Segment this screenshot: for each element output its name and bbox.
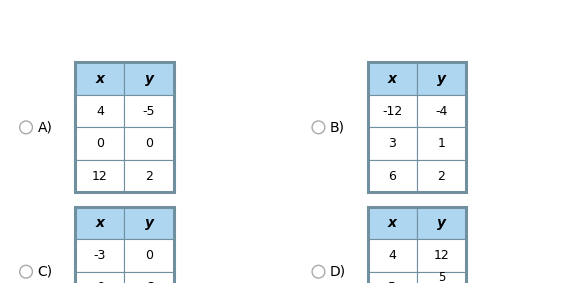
Bar — [124, 127, 174, 160]
Text: -5: -5 — [143, 105, 155, 117]
Text: 2: 2 — [145, 170, 153, 183]
Text: x: x — [388, 216, 397, 230]
Text: 12: 12 — [434, 249, 449, 262]
Text: x: x — [96, 72, 104, 85]
Bar — [124, 95, 174, 127]
Bar — [75, 239, 124, 272]
Bar — [124, 207, 174, 239]
Text: y: y — [145, 216, 153, 230]
Bar — [417, 272, 466, 283]
Text: 4: 4 — [389, 249, 396, 262]
Text: 5: 5 — [389, 282, 396, 283]
Text: 1: 1 — [438, 137, 445, 150]
Text: 4: 4 — [96, 105, 104, 117]
Text: 2: 2 — [438, 170, 445, 183]
Bar — [124, 272, 174, 283]
Text: B): B) — [330, 120, 345, 134]
Text: 5: 5 — [438, 271, 445, 283]
Bar — [368, 272, 417, 283]
Bar — [417, 127, 466, 160]
Text: A): A) — [38, 120, 53, 134]
Bar — [368, 95, 417, 127]
Bar — [368, 62, 417, 95]
Bar — [368, 62, 466, 192]
Text: y: y — [145, 72, 153, 85]
Text: y: y — [437, 216, 446, 230]
Bar — [75, 160, 124, 192]
Text: 6: 6 — [389, 170, 396, 183]
Bar — [75, 95, 124, 127]
Bar — [75, 272, 124, 283]
Text: C): C) — [38, 265, 53, 279]
Bar — [368, 207, 466, 283]
Text: x: x — [388, 72, 397, 85]
Bar — [417, 160, 466, 192]
Bar — [124, 239, 174, 272]
Bar — [124, 62, 174, 95]
Bar — [417, 207, 466, 239]
Text: -12: -12 — [382, 105, 402, 117]
Text: -9: -9 — [94, 282, 106, 283]
Text: D): D) — [330, 265, 346, 279]
Bar — [75, 62, 174, 192]
Bar — [124, 160, 174, 192]
Text: -3: -3 — [143, 282, 155, 283]
Text: 3: 3 — [389, 137, 396, 150]
Bar — [368, 207, 417, 239]
Text: y: y — [437, 72, 446, 85]
Bar — [368, 127, 417, 160]
Bar — [75, 62, 124, 95]
Bar — [75, 127, 124, 160]
Text: 0: 0 — [145, 249, 153, 262]
Text: 12: 12 — [92, 170, 108, 183]
Text: 0: 0 — [145, 137, 153, 150]
Bar — [75, 207, 124, 239]
Text: -4: -4 — [435, 105, 448, 117]
Text: x: x — [96, 216, 104, 230]
Bar — [417, 239, 466, 272]
Bar — [417, 62, 466, 95]
Text: -3: -3 — [94, 249, 106, 262]
Text: 0: 0 — [96, 137, 104, 150]
Bar — [368, 160, 417, 192]
Bar — [368, 239, 417, 272]
Bar — [417, 95, 466, 127]
Bar — [75, 207, 174, 283]
